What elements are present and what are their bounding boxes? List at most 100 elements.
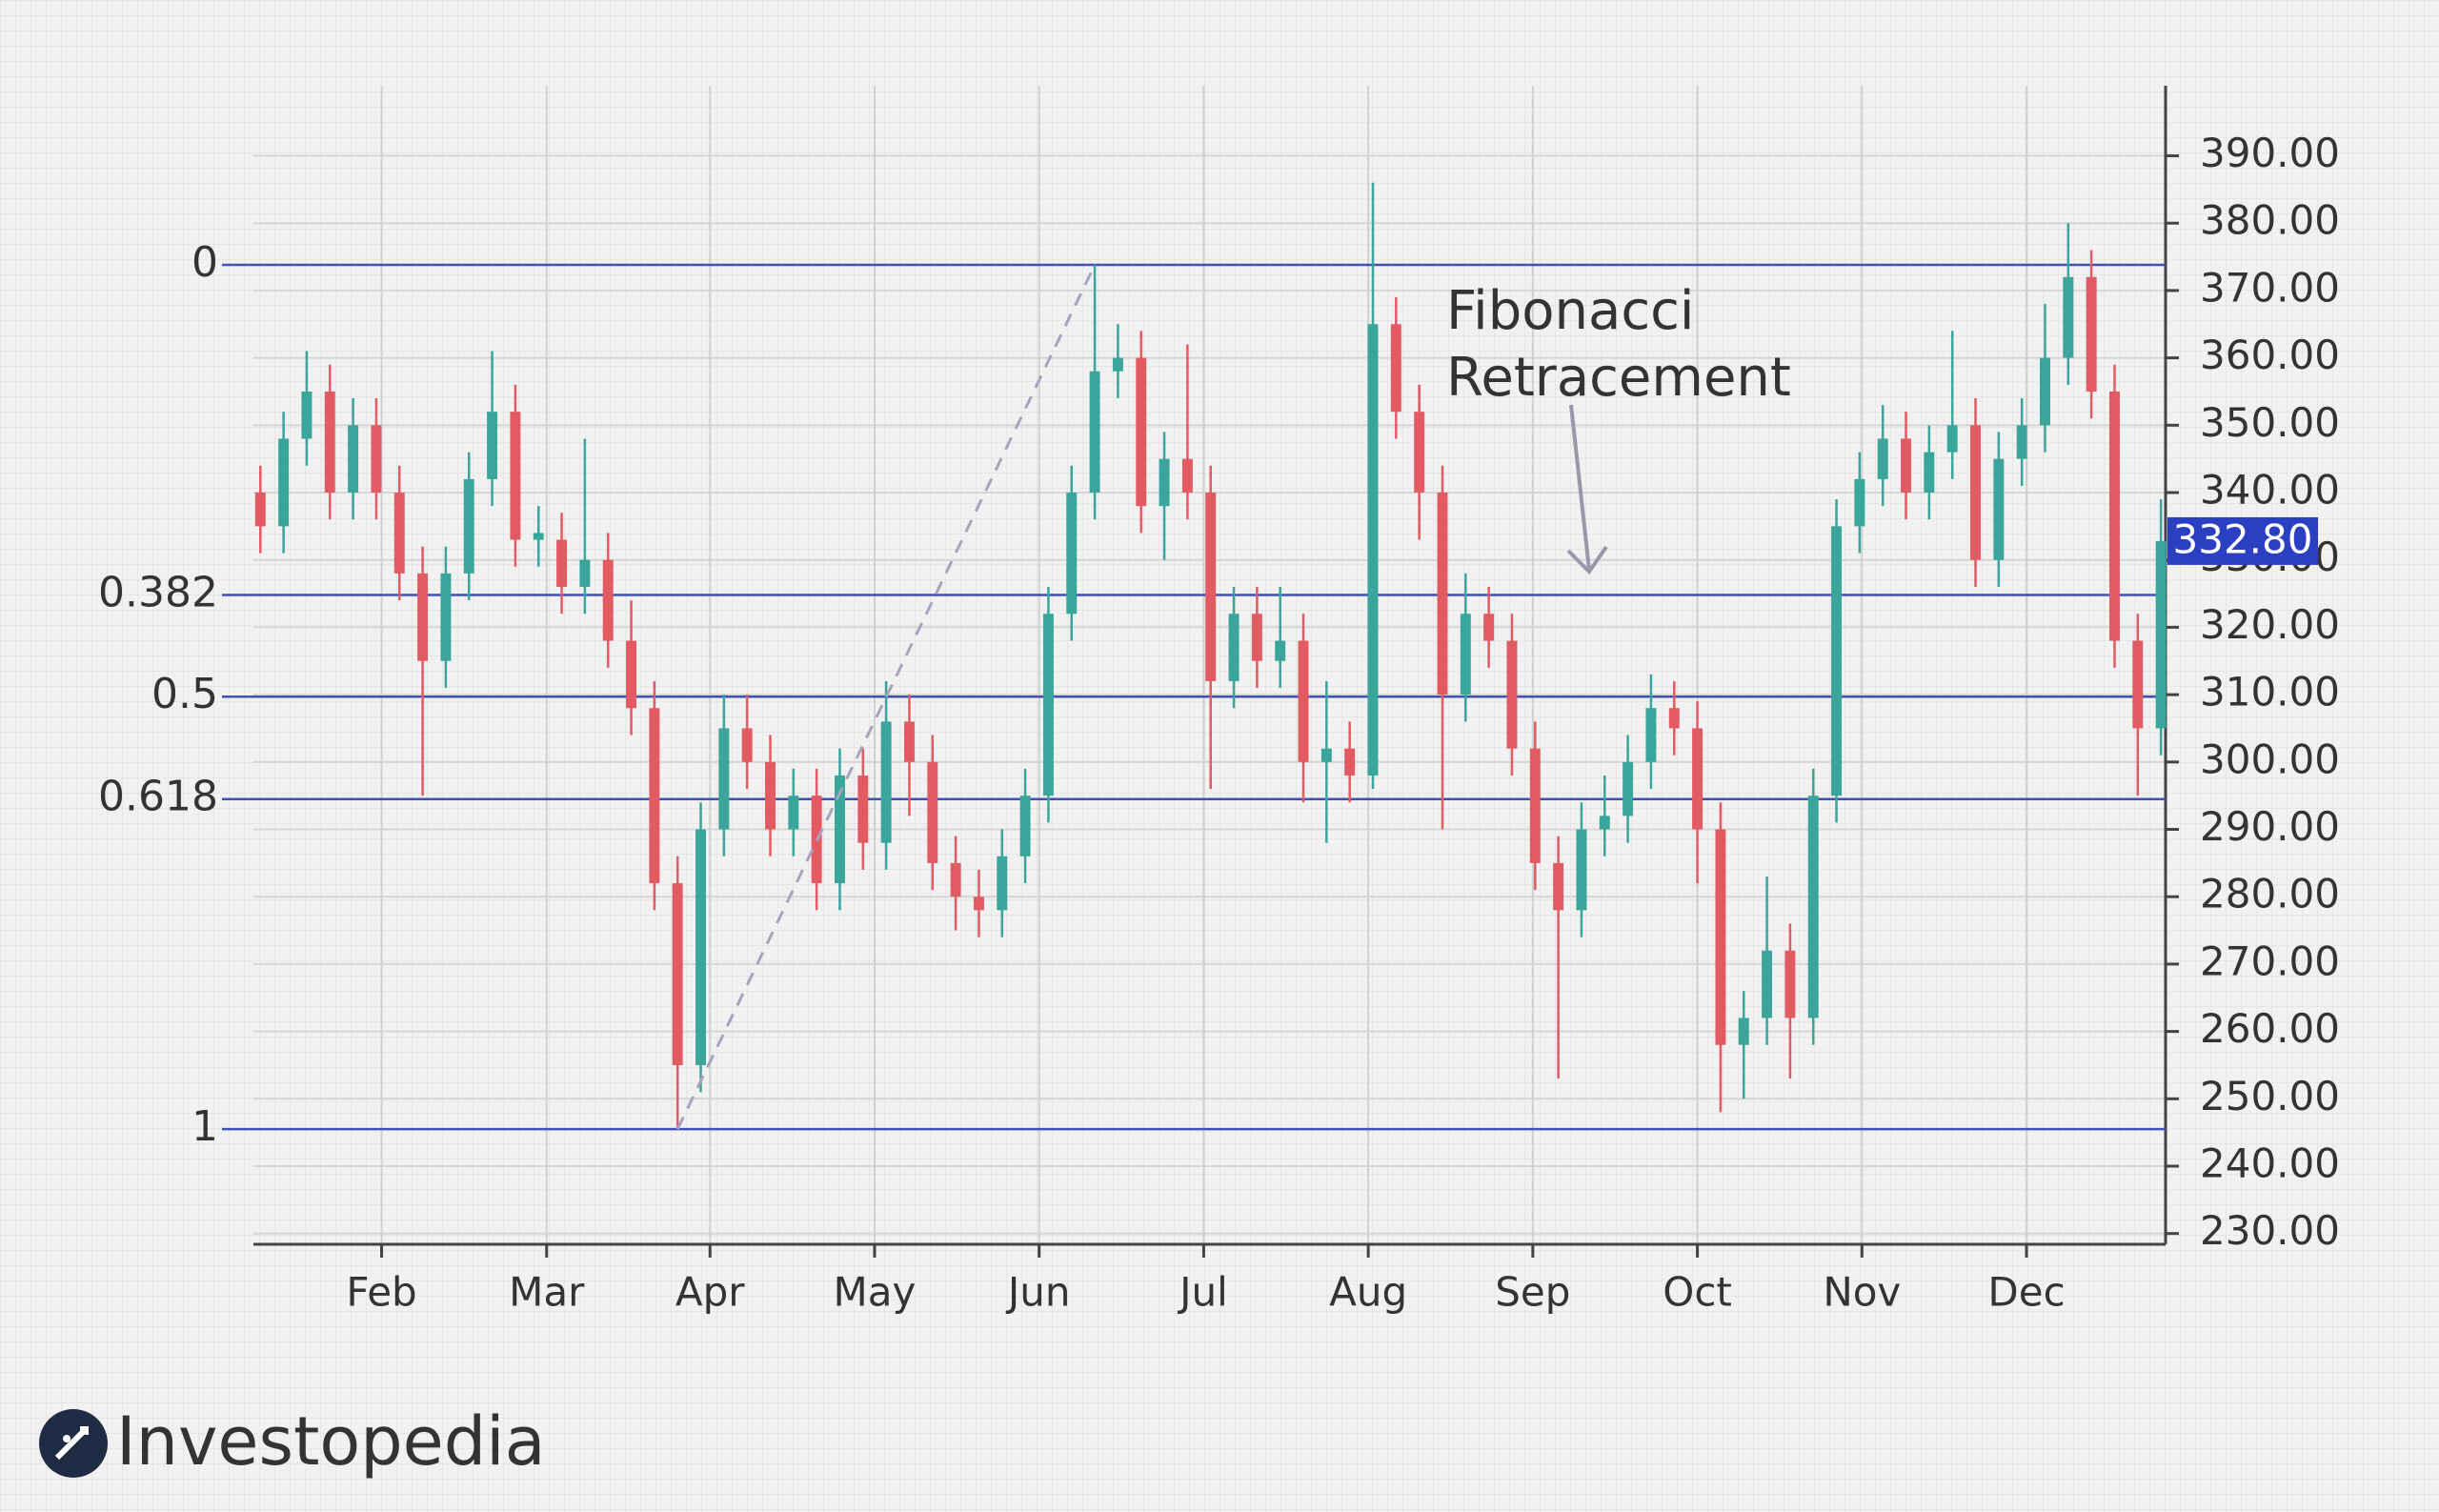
candle-body xyxy=(857,775,869,843)
y-tick-label: 310.00 xyxy=(2200,669,2340,716)
candle-body xyxy=(1623,761,1634,816)
candle-body xyxy=(579,559,591,587)
candle-body xyxy=(741,728,753,762)
y-tick-label: 390.00 xyxy=(2200,130,2340,176)
y-tick-label: 260.00 xyxy=(2200,1005,2340,1052)
candle-body xyxy=(1437,493,1448,696)
fib-label: 0.618 xyxy=(98,773,218,821)
candle-body xyxy=(1460,614,1471,696)
candle-body xyxy=(324,391,335,494)
candle-body xyxy=(1924,452,1935,494)
candle-body xyxy=(997,856,1008,911)
fib-label: 0.382 xyxy=(98,568,218,616)
candle-body xyxy=(1529,748,1541,863)
price-tag-label: 332.80 xyxy=(2173,515,2313,562)
candle-body xyxy=(2109,391,2120,641)
y-tick-label: 250.00 xyxy=(2200,1073,2340,1119)
candle-body xyxy=(1576,829,1587,911)
candle-body xyxy=(1205,493,1217,681)
y-tick-label: 230.00 xyxy=(2200,1207,2340,1254)
candle-body xyxy=(1506,640,1518,749)
y-tick-label: 320.00 xyxy=(2200,601,2340,648)
candle-body xyxy=(510,412,521,540)
candle-body xyxy=(2155,540,2167,729)
candle-body xyxy=(973,897,984,911)
candle-body xyxy=(1738,1018,1749,1045)
candle-body xyxy=(672,883,683,1065)
annotation-arrow xyxy=(1569,404,1591,571)
candle-body xyxy=(1807,796,1819,1018)
candle-body xyxy=(1831,526,1843,796)
candle-body xyxy=(1367,324,1379,776)
annotation: Fibonacci Retracement xyxy=(1446,280,1791,575)
logo: Investopedia xyxy=(39,1402,546,1481)
candle-body xyxy=(1553,862,1564,911)
candle-body xyxy=(1901,438,1912,494)
candle-body xyxy=(1251,614,1262,661)
candle-body xyxy=(1136,357,1147,507)
x-tick-label: Jul xyxy=(1177,1269,1228,1316)
candle-body xyxy=(1112,357,1123,372)
candle-body xyxy=(254,493,266,527)
candle-body xyxy=(1784,950,1796,1018)
x-tick-label: Feb xyxy=(346,1269,416,1316)
candle-body xyxy=(348,425,359,494)
fib-label: 0.5 xyxy=(151,670,218,718)
annotation-arrowhead xyxy=(1566,545,1608,575)
y-tick-label: 380.00 xyxy=(2200,197,2340,244)
candle-body xyxy=(880,721,892,843)
candle-body xyxy=(393,493,405,574)
y-tick-label: 360.00 xyxy=(2200,332,2340,378)
candle-body xyxy=(2132,640,2144,729)
candle-body xyxy=(1089,371,1100,494)
y-tick-label: 280.00 xyxy=(2200,871,2340,917)
candle-body xyxy=(1390,324,1401,413)
candle-body xyxy=(765,761,776,830)
y-tick-label: 240.00 xyxy=(2200,1139,2340,1186)
y-tick-label: 370.00 xyxy=(2200,264,2340,311)
candle-body xyxy=(626,640,637,709)
candle-body xyxy=(1715,829,1726,1045)
candle-body xyxy=(695,829,706,1065)
y-tick-label: 300.00 xyxy=(2200,736,2340,782)
candle-body xyxy=(788,796,799,830)
candle-body xyxy=(1414,412,1425,494)
candle-body xyxy=(2086,276,2097,392)
candle-body xyxy=(1599,816,1610,830)
candle-body xyxy=(533,533,544,540)
candle-body xyxy=(1854,478,1865,527)
candle-body xyxy=(301,391,312,439)
candle-body xyxy=(1275,640,1286,661)
x-tick-label: Oct xyxy=(1663,1269,1732,1316)
candle-body xyxy=(417,573,429,661)
annotation-line: Retracement xyxy=(1446,347,1791,409)
candle-body xyxy=(1993,458,2005,560)
x-tick-label: May xyxy=(834,1269,917,1316)
candle-body xyxy=(2040,357,2050,426)
x-tick-label: Dec xyxy=(1987,1269,2065,1316)
candle-body xyxy=(649,708,660,884)
candle-body xyxy=(2016,425,2027,459)
candle-body xyxy=(1181,458,1193,494)
candle-body xyxy=(1228,614,1240,681)
candle-body xyxy=(1692,728,1703,830)
candle-body xyxy=(556,539,568,587)
candle-body xyxy=(1645,708,1657,762)
annotation-line: Fibonacci xyxy=(1446,280,1694,342)
logo-text: Investopedia xyxy=(116,1402,546,1481)
plot: 230.00 240.00 250.00 260.00 270.00 280.00 290.… xyxy=(98,86,2340,1316)
x-tick-label: Apr xyxy=(675,1269,745,1316)
candle-body xyxy=(1344,748,1356,776)
logo-icon-arrow xyxy=(54,1426,89,1461)
fib-label: 0 xyxy=(191,238,218,287)
candle-body xyxy=(927,761,938,863)
candle-body xyxy=(463,478,474,574)
price-tag xyxy=(2167,516,2318,565)
y-tick-label: 290.00 xyxy=(2200,803,2340,850)
candle-body xyxy=(1483,614,1495,641)
candle-body xyxy=(602,559,614,641)
candle-body xyxy=(487,412,498,479)
candle-body xyxy=(835,775,845,884)
